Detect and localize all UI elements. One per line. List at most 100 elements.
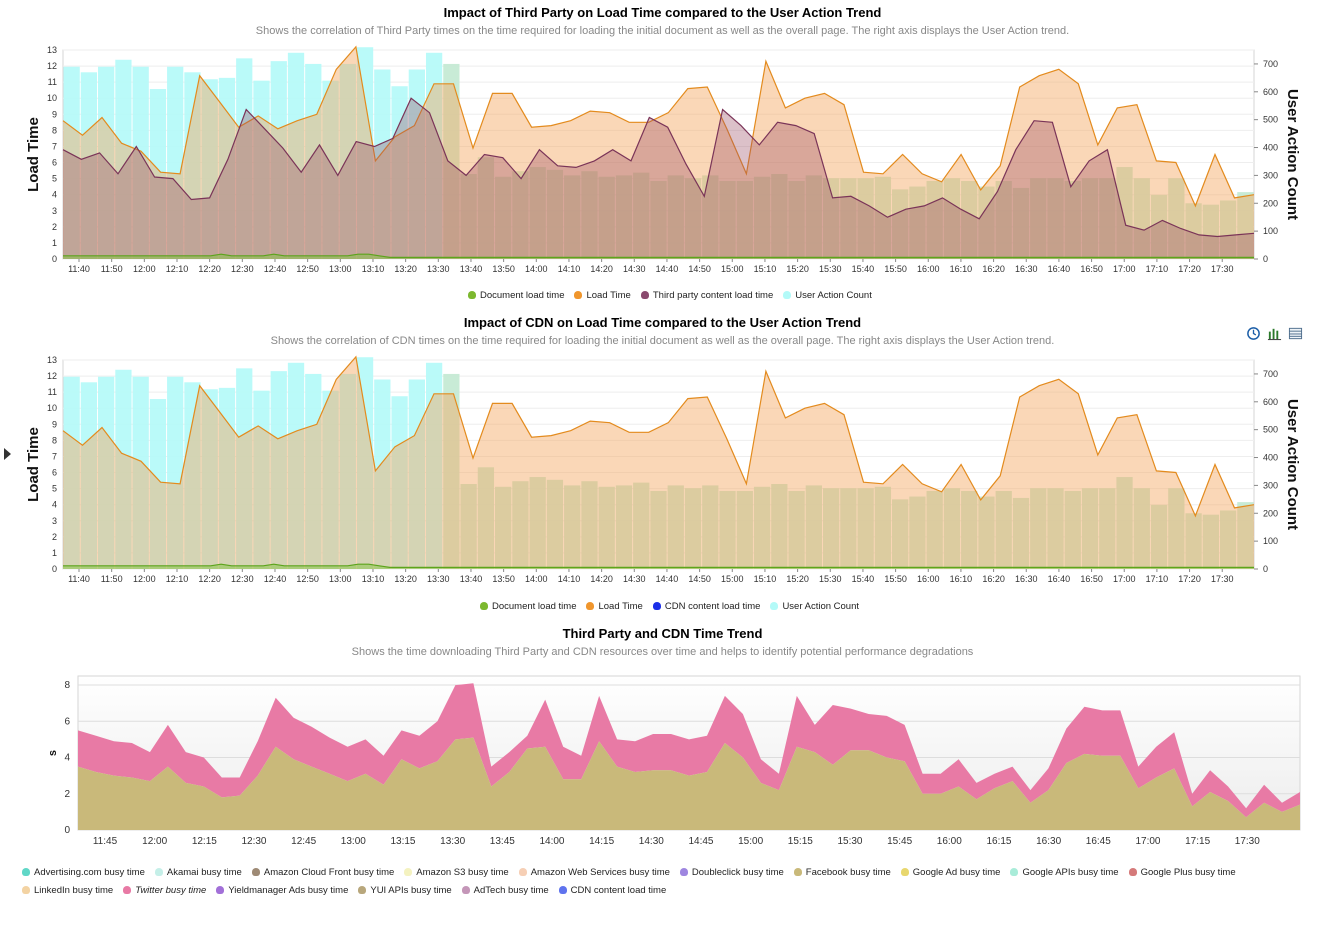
x-tick-label: 15:20 [786,264,809,274]
x-tick-label: 12:20 [198,574,221,584]
user-action-bar [132,376,149,569]
document-load-time-line [63,253,1254,258]
y2-tick-label: 500 [1263,115,1278,125]
user-action-bar [1237,502,1254,569]
load-time-area [63,356,1254,569]
legend-item[interactable]: Google Plus busy time [1128,863,1236,881]
x-tick-label: 17:20 [1178,574,1201,584]
legend-marker-icon [900,868,909,876]
user-action-bar [132,66,149,259]
y2-tick-label: 0 [1263,564,1268,574]
user-action-bar [1012,187,1030,259]
legend-item[interactable]: Amazon Web Services busy time [518,863,670,881]
legend-label: User Action Count [782,600,860,612]
document-load-time-line [63,563,1254,568]
legend-item[interactable]: User Action Count [783,286,872,304]
legend-item[interactable]: Google Ad busy time [900,863,1000,881]
user-action-bar [961,180,978,259]
x-tick-label: 14:50 [688,574,711,584]
chart-toolbar [1246,326,1303,341]
x-tick-label: 16:40 [1048,264,1071,274]
x-tick-label: 14:20 [590,264,613,274]
x-tick-label: 12:00 [142,836,167,847]
legend-item[interactable]: Amazon S3 busy time [404,863,509,881]
legend-item[interactable]: Doubleclick busy time [679,863,784,881]
table-icon[interactable] [1288,326,1303,341]
x-tick-label: 14:20 [590,574,613,584]
user-action-bar [719,490,736,569]
y-tick-label: 4 [64,753,70,764]
legend-item[interactable]: User Action Count [770,597,859,615]
legend-item[interactable]: Amazon Cloud Front busy time [251,863,395,881]
y2-tick-label: 400 [1263,143,1278,153]
user-action-bar [1185,513,1202,569]
user-action-bar [529,477,546,569]
legend-item[interactable]: Third party content load time [640,286,773,304]
user-action-bar [477,157,495,259]
y-tick-label: 5 [52,484,57,494]
x-tick-label: 12:00 [133,574,156,584]
legend-item[interactable]: Google APIs busy time [1010,863,1119,881]
user-action-bar [840,488,857,569]
user-action-bar [339,63,356,259]
y-axis-label: s [47,750,59,756]
user-action-bar [926,180,943,259]
legend-item[interactable]: Yieldmanager Ads busy time [216,881,348,899]
legend-item[interactable]: Load Time [574,286,631,304]
user-action-bar [374,69,391,259]
user-action-bar [943,178,961,259]
clock-icon[interactable] [1246,326,1261,341]
x-tick-label: 14:15 [589,836,614,847]
x-tick-label: 12:10 [166,574,189,584]
legend-item[interactable]: Load Time [586,597,643,615]
user-action-bar [1219,510,1237,569]
user-action-bar [80,72,98,259]
y2-tick-label: 100 [1263,226,1278,236]
legend-item[interactable]: Document load time [480,597,576,615]
user-action-bar [892,499,909,569]
user-action-bar [978,496,995,569]
expand-arrow-icon[interactable] [4,448,11,460]
legend-marker-icon [1128,868,1137,876]
legend-item[interactable]: Facebook busy time [793,863,891,881]
x-tick-label: 14:40 [656,574,679,584]
legend-marker-icon [22,886,30,894]
bar-chart-icon[interactable] [1267,326,1282,341]
legend-item[interactable]: CDN content load time [558,881,666,899]
user-action-bar [287,362,305,569]
user-action-bar [1133,178,1150,259]
user-action-bar [667,175,684,259]
x-tick-label: 15:30 [837,836,862,847]
legend-label: LinkedIn busy time [34,884,114,896]
chart1-title: Impact of Third Party on Load Time compa… [443,5,882,20]
third-party-time-line [62,97,1255,238]
user-action-bar [719,180,736,259]
legend-marker-icon [574,291,583,299]
x-tick-label: 16:10 [950,264,973,274]
legend-item[interactable]: YUI APIs busy time [358,881,452,899]
x-tick-label: 15:00 [738,836,763,847]
legend-item[interactable]: CDN content load time [652,597,760,615]
legend-item[interactable]: AdTech busy time [461,881,549,899]
user-action-bar [253,80,270,259]
legend-item[interactable]: Twitter busy time [123,881,206,899]
user-action-bar [546,169,564,259]
legend-item[interactable]: LinkedIn busy time [22,881,113,899]
legend-item[interactable]: Advertising.com busy time [22,863,145,881]
x-tick-label: 13:15 [390,836,415,847]
legend-label: Amazon Cloud Front busy time [263,866,395,878]
x-tick-label: 12:30 [231,574,254,584]
x-tick-label: 14:30 [623,264,646,274]
user-action-bar [201,79,218,259]
x-tick-label: 14:00 [525,574,548,584]
legend-label: Document load time [492,600,577,612]
legend-item[interactable]: Document load time [468,286,564,304]
legend-label: Document load time [480,289,565,301]
user-action-bar [1116,477,1133,569]
legend-label: Amazon Web Services busy time [530,866,670,878]
x-tick-label: 15:15 [788,836,813,847]
cdn-load-time-chart: 0123456789101112130100200300400500600700… [25,355,1301,584]
user-action-bar [322,80,339,259]
x-tick-label: 17:00 [1113,574,1136,584]
legend-item[interactable]: Akamai busy time [154,863,242,881]
